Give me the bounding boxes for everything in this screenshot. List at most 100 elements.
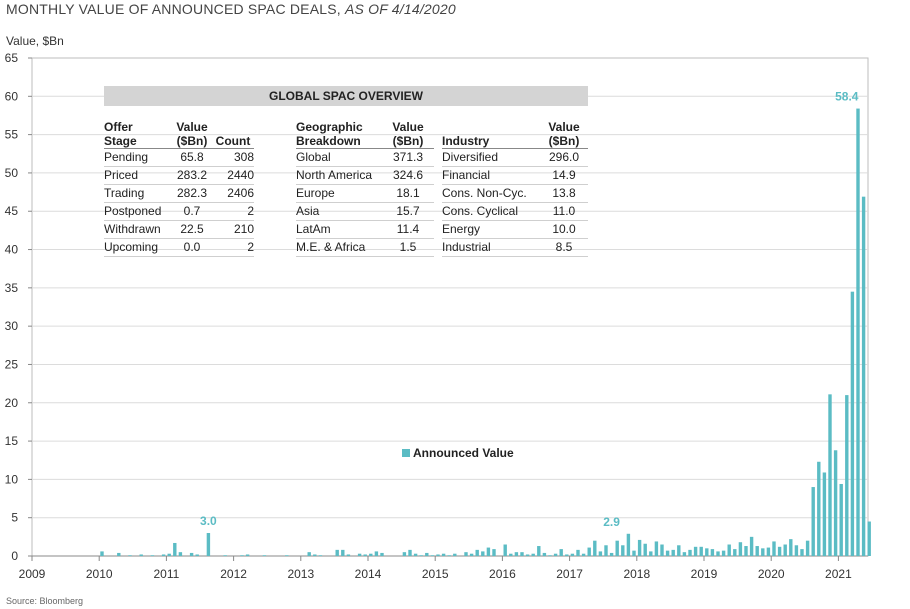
data-label: 2.9 — [603, 515, 620, 529]
stage-value-cell: 65.8 — [172, 148, 212, 167]
bar — [117, 552, 121, 556]
chart-title-date: AS OF 4/14/2020 — [344, 1, 456, 17]
x-tick-label: 2020 — [758, 567, 785, 581]
chart-legend: Announced Value — [402, 446, 514, 460]
bar — [677, 545, 681, 556]
industry-value-header-1: Value — [548, 120, 580, 134]
bar — [245, 554, 250, 556]
stage-row: Postponed 0.7 2 — [104, 202, 254, 221]
industry-value-cell: 14.9 — [540, 166, 588, 185]
bar — [805, 540, 810, 556]
y-tick-label: 55 — [5, 128, 19, 142]
bar — [223, 555, 227, 556]
bar — [520, 552, 524, 556]
bar — [430, 555, 435, 556]
geo-label-cell: Global — [296, 148, 382, 167]
bar — [593, 540, 597, 556]
stage-value-header-1: Value — [176, 120, 208, 134]
bar — [845, 395, 849, 556]
bar — [553, 553, 558, 556]
stage-value-cell: 22.5 — [172, 220, 212, 239]
bar — [587, 547, 591, 556]
stage-label-cell: Priced — [104, 166, 172, 185]
geo-header-1: Geographic — [296, 120, 363, 134]
industry-value-cell: 11.0 — [540, 202, 588, 221]
bar — [441, 553, 446, 556]
industry-value-cell: 296.0 — [540, 148, 588, 167]
y-tick-label: 0 — [11, 549, 18, 563]
y-tick-label: 5 — [11, 511, 18, 525]
x-tick-label: 2011 — [153, 567, 179, 581]
bar — [167, 553, 171, 556]
bar — [772, 541, 776, 556]
bar — [335, 549, 339, 556]
stage-count-cell: 2406 — [212, 184, 254, 203]
bar — [581, 553, 586, 556]
bar — [453, 553, 457, 556]
bar — [548, 555, 552, 556]
bar — [794, 545, 799, 556]
y-tick-label: 60 — [5, 89, 19, 103]
bar — [632, 550, 636, 556]
bar — [464, 552, 468, 556]
stage-count-cell: 2440 — [212, 166, 254, 185]
bar — [173, 542, 177, 556]
bar — [475, 549, 479, 556]
bar — [861, 196, 866, 557]
offer-stage-header: Offer Stage — [104, 120, 172, 149]
bar — [240, 555, 244, 556]
geo-row: Europe 18.1 — [296, 184, 434, 203]
bar — [570, 553, 575, 556]
bar — [665, 550, 670, 556]
bar — [161, 554, 166, 556]
y-tick-label: 25 — [5, 357, 19, 371]
industry-label-cell: Cons. Non-Cyc. — [442, 184, 540, 203]
bar — [688, 549, 692, 556]
y-axis-label: Value, $Bn — [6, 34, 64, 48]
bar — [363, 554, 367, 556]
bar — [481, 551, 485, 556]
bar — [699, 546, 703, 556]
bar — [178, 552, 183, 556]
bar — [469, 553, 474, 556]
x-tick-label: 2015 — [422, 567, 449, 581]
bar — [128, 555, 132, 556]
bar — [744, 546, 748, 556]
bar — [313, 554, 317, 556]
industry-value-cell: 13.8 — [540, 184, 588, 203]
bar — [643, 543, 647, 556]
bar — [710, 549, 715, 556]
overview-title: GLOBAL SPAC OVERVIEW — [104, 86, 588, 106]
bar — [408, 549, 412, 556]
bar — [604, 545, 608, 556]
bar — [509, 553, 513, 556]
bar — [749, 536, 754, 556]
stage-count-cell: 308 — [212, 148, 254, 167]
industry-row: Diversified 296.0 — [442, 148, 588, 167]
bar — [856, 108, 860, 556]
industry-label-cell: Financial — [442, 166, 540, 185]
bar — [565, 554, 569, 556]
stage-row: Trading 282.3 2406 — [104, 184, 254, 203]
geo-value-cell: 324.6 — [382, 166, 434, 185]
bar — [559, 549, 563, 556]
y-tick-label: 40 — [5, 243, 19, 257]
bar — [413, 553, 418, 556]
bar — [733, 549, 737, 556]
stage-row: Withdrawn 22.5 210 — [104, 220, 254, 239]
offer-stage-header-1: Offer — [104, 120, 133, 134]
stage-row: Upcoming 0.0 2 — [104, 238, 254, 257]
bar — [705, 548, 709, 556]
industry-label-cell: Energy — [442, 220, 540, 239]
bar — [100, 551, 104, 556]
bar — [206, 533, 211, 556]
y-tick-label: 45 — [5, 204, 19, 218]
bar — [503, 544, 507, 556]
stage-value-cell: 0.7 — [172, 202, 212, 221]
bar — [721, 550, 726, 556]
x-tick-label: 2018 — [623, 567, 650, 581]
bar — [402, 552, 407, 556]
bar — [285, 555, 289, 556]
bar — [828, 394, 832, 556]
bar — [789, 539, 793, 556]
